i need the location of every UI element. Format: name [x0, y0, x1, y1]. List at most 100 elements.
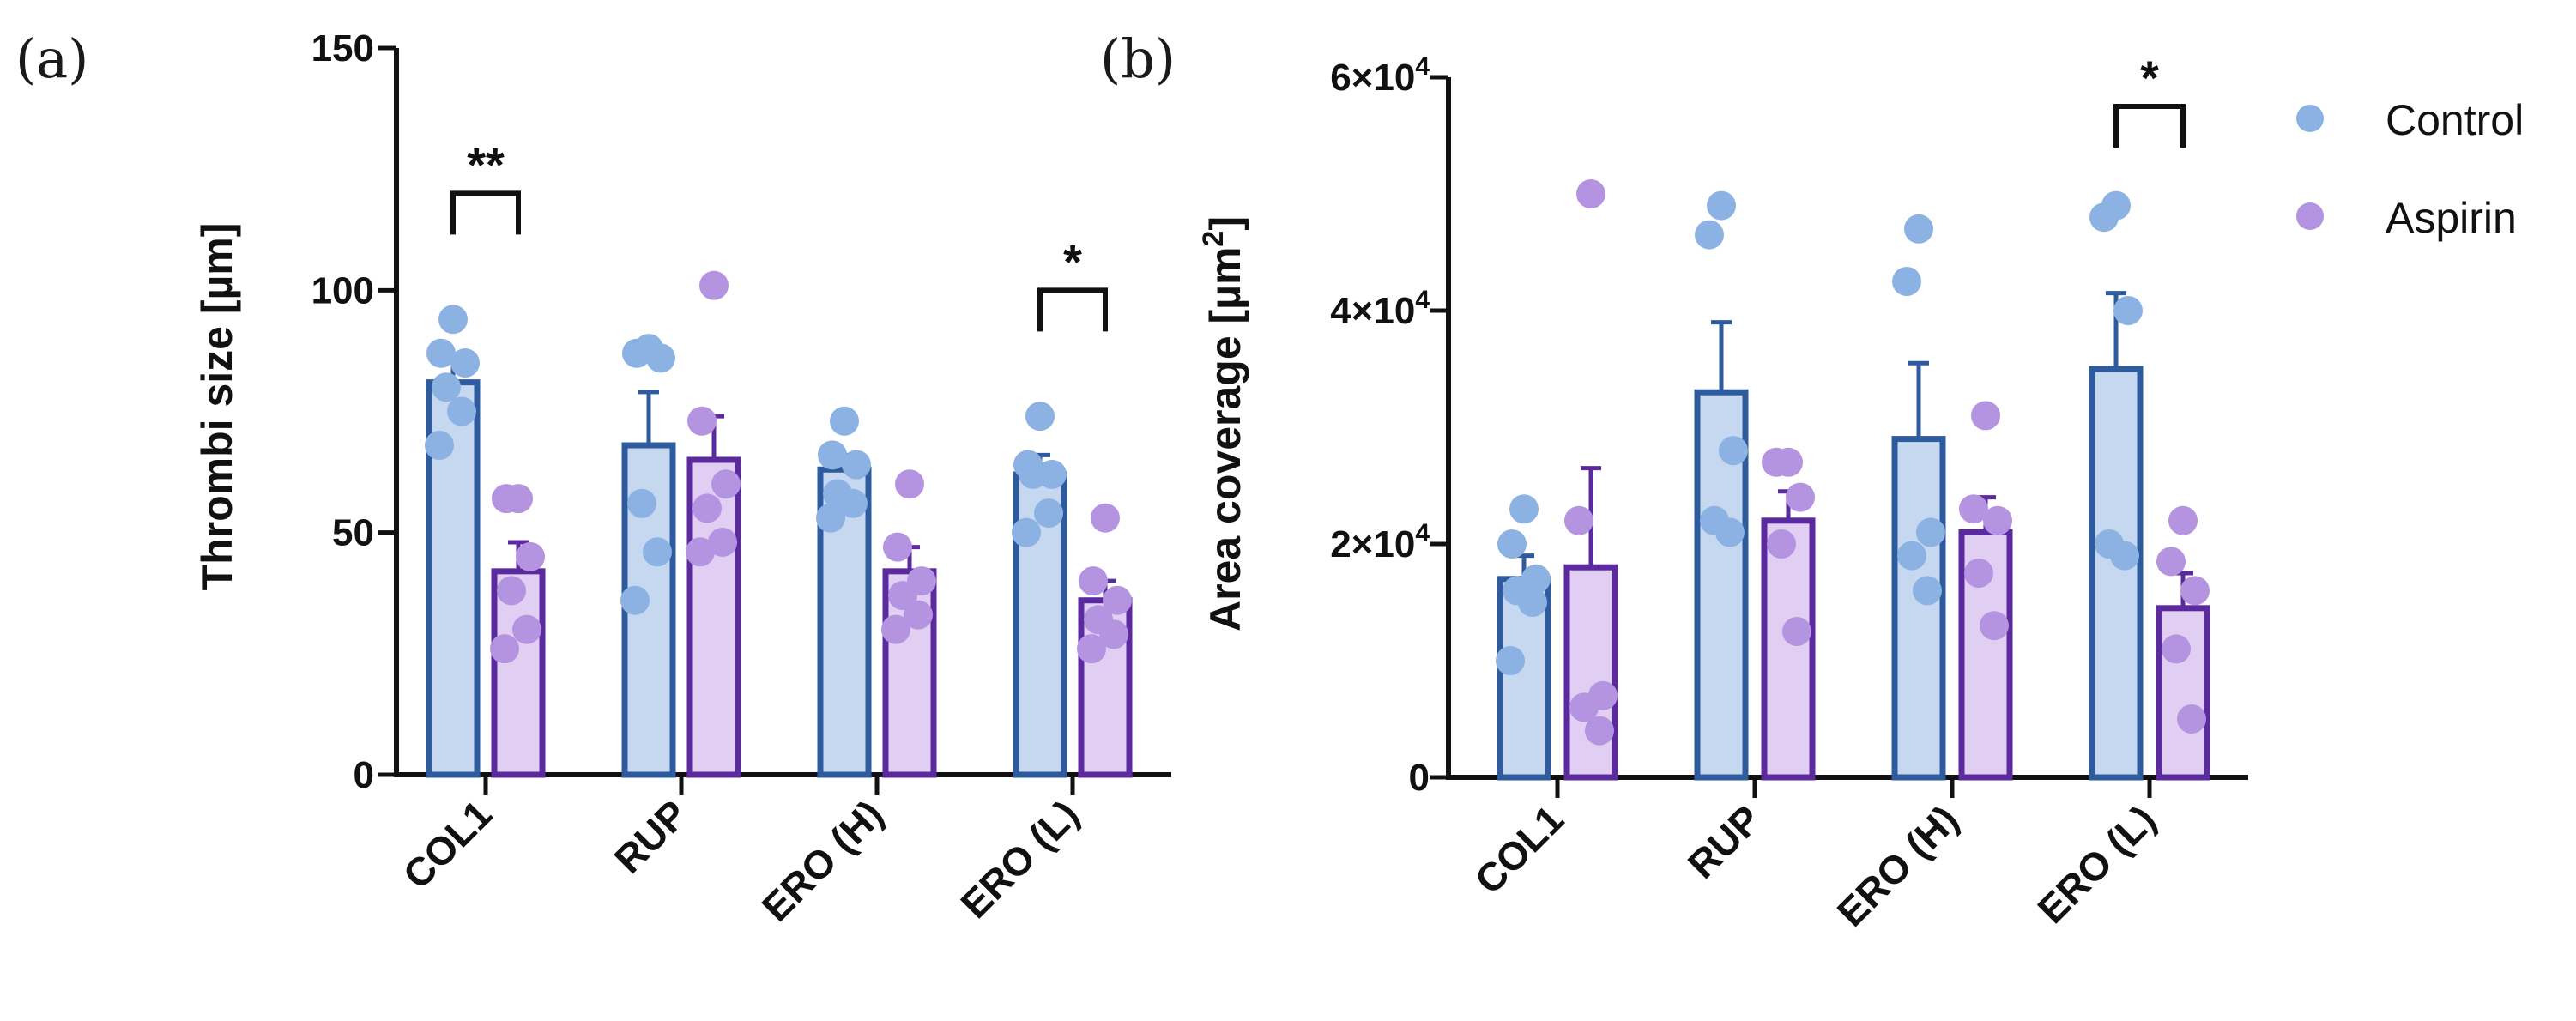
- chart-a-point-control: [1034, 498, 1063, 529]
- chart-b-y-tick-exponent: 4: [1415, 286, 1430, 314]
- chart-b-significance-label: *: [2140, 51, 2159, 105]
- chart-a-significance-bracket: [1037, 287, 1108, 332]
- chart-a-point-control: [627, 488, 656, 518]
- chart-a-point-control: [438, 305, 468, 335]
- chart-a-point-control: [426, 338, 456, 368]
- chart-b-point-control: [1719, 436, 1748, 466]
- chart-b-point-control: [1496, 646, 1525, 675]
- chart-a-point-aspirin: [708, 527, 737, 557]
- chart-a-point-aspirin: [492, 484, 521, 514]
- chart-b-point-aspirin: [1782, 617, 1811, 646]
- chart-b-point-aspirin: [2156, 547, 2186, 577]
- legend-aspirin-marker: [2296, 202, 2324, 230]
- chart-b-y-tick-label: 6×104: [1330, 52, 1430, 99]
- chart-a-point-aspirin: [512, 614, 541, 644]
- chart-b-point-control: [1707, 190, 1736, 221]
- chart-b-y-tick-label: 0: [1409, 757, 1430, 799]
- chart-a-point-aspirin: [711, 469, 741, 499]
- chart-b-y-tick-exponent: 4: [1415, 52, 1430, 81]
- chart-a-point-control: [818, 440, 847, 470]
- chart-b-point-aspirin: [1786, 482, 1815, 512]
- chart-a-y-tick-label: 100: [311, 269, 374, 311]
- chart-b-point-control: [2089, 202, 2119, 233]
- chart-a-point-control: [643, 537, 672, 567]
- chart-a-point-aspirin: [1091, 503, 1120, 533]
- chart-b-y-tick-text: 6×10: [1330, 57, 1415, 99]
- chart-a-point-control: [816, 503, 845, 533]
- chart-b-ylabel: Area coverage [µm2]: [1197, 216, 1249, 631]
- chart-b-point-aspirin: [1564, 505, 1593, 535]
- chart-a-point-control: [432, 372, 461, 402]
- chart-a-point-control: [447, 396, 476, 426]
- chart-b-point-aspirin: [1767, 529, 1796, 559]
- chart-a: Thrombi size [µm] 0 50 100 150 COL1 RUP ERO (H…: [193, 27, 1171, 930]
- chart-b-point-aspirin: [1964, 559, 1993, 588]
- chart-b-point-aspirin: [1971, 401, 2000, 431]
- chart-b-category-label: ERO (H): [1829, 796, 1967, 934]
- chart-b-point-control: [1892, 267, 1921, 296]
- chart-b-y-tick-exponent: 4: [1415, 519, 1430, 547]
- chart-a-point-aspirin: [1077, 634, 1106, 664]
- chart-a-y-tick-text: 0: [354, 754, 374, 796]
- chart-a-point-aspirin: [895, 469, 924, 499]
- chart-b-category-label: RUP: [1679, 796, 1769, 886]
- chart-b-point-aspirin: [1980, 611, 2009, 641]
- chart-a-point-aspirin: [881, 614, 910, 644]
- chart-a-y-tick-text: 50: [332, 512, 374, 554]
- chart-b-category-label: ERO (L): [2029, 796, 2164, 932]
- panel-b-label: (b): [1100, 27, 1176, 90]
- chart-a-point-aspirin: [904, 600, 933, 630]
- chart-a-point-aspirin: [490, 634, 519, 664]
- chart-b-point-aspirin: [1585, 716, 1614, 746]
- chart-a-point-control: [1025, 402, 1055, 432]
- chart-b-category-label: COL1: [1466, 796, 1573, 903]
- chart-a-point-control: [425, 431, 454, 461]
- legend-control-marker: [2296, 105, 2324, 132]
- chart-b-point-control: [1904, 214, 1933, 244]
- chart-a-significance-label: **: [467, 137, 505, 191]
- chart-a-point-aspirin: [699, 270, 729, 300]
- chart-b-point-control: [1916, 517, 1945, 547]
- panel-a-label: (a): [15, 27, 88, 90]
- chart-a-point-control: [838, 488, 868, 518]
- chart-b-point-control: [1509, 494, 1539, 524]
- chart-b-point-control: [2113, 296, 2143, 325]
- chart-b-y-tick-label: 2×104: [1330, 519, 1430, 565]
- chart-b-bar-aspirin: [1761, 517, 1816, 781]
- chart-b-bar-control: [2089, 366, 2144, 781]
- chart-a-point-aspirin: [1099, 619, 1128, 649]
- chart-b-point-aspirin: [1959, 494, 1988, 524]
- chart-a-significance-bracket: [450, 190, 521, 235]
- legend-control-label: Control: [2386, 96, 2524, 144]
- chart-a-category-label: COL1: [395, 791, 501, 897]
- chart-b-bar-aspirin: [2156, 605, 2210, 781]
- chart-b-point-aspirin: [1983, 505, 2012, 535]
- chart-a-point-aspirin: [1103, 585, 1132, 615]
- chart-a-point-aspirin: [686, 537, 715, 567]
- chart-b-point-aspirin: [2168, 505, 2198, 535]
- chart-b-bar-aspirin: [1563, 564, 1618, 781]
- chart-a-ylabel: Thrombi size [µm]: [193, 223, 241, 591]
- chart-a-bar-aspirin: [491, 568, 546, 778]
- chart-a-point-control: [646, 343, 675, 373]
- chart-b-ylabel-end: ]: [1201, 216, 1249, 231]
- chart-a-point-control: [1012, 517, 1041, 547]
- chart-b: Area coverage [µm2] 02×1044×1046×104COL1…: [1197, 51, 2248, 935]
- chart-b-point-control: [1695, 220, 1724, 250]
- chart-a-point-aspirin: [687, 406, 717, 436]
- chart-a-point-control: [830, 406, 859, 436]
- chart-b-y-tick-text: 0: [1409, 757, 1430, 799]
- legend-aspirin-label: Aspirin: [2386, 194, 2517, 242]
- chart-a-point-control: [620, 585, 650, 615]
- chart-a-point-aspirin: [883, 532, 912, 562]
- chart-a-significance-label: *: [1063, 234, 1082, 288]
- chart-b-point-aspirin: [2177, 704, 2206, 734]
- chart-a-category-label: ERO (H): [753, 791, 892, 929]
- chart-a-point-aspirin: [1079, 566, 1108, 596]
- chart-a-category-label: RUP: [606, 791, 696, 881]
- chart-b-y-tick-label: 4×104: [1330, 286, 1430, 332]
- chart-b-point-control: [1715, 517, 1745, 547]
- chart-b-y-tick-text: 2×10: [1330, 523, 1415, 565]
- chart-b-ylabel-main: Area coverage [µm: [1201, 247, 1249, 631]
